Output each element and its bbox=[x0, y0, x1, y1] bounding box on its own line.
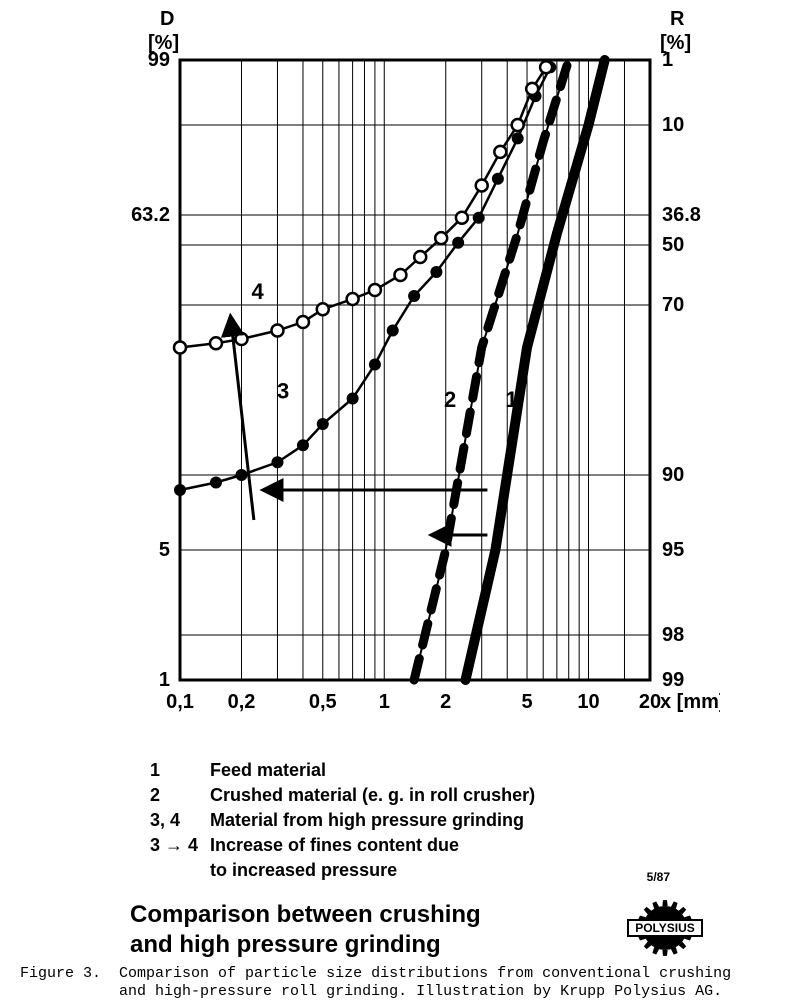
svg-text:x [mm]: x [mm] bbox=[660, 691, 720, 713]
chart-svg: 0,10,20,51251020x [mm]9963.25111036.8507… bbox=[110, 20, 720, 750]
svg-text:98: 98 bbox=[662, 624, 684, 646]
legend-text: Crushed material (e. g. in roll crusher) bbox=[210, 785, 535, 806]
svg-text:99: 99 bbox=[148, 49, 170, 71]
svg-text:10: 10 bbox=[577, 691, 599, 713]
legend-num: 3, 4 bbox=[150, 810, 210, 831]
svg-text:0,1: 0,1 bbox=[166, 691, 194, 713]
svg-text:3: 3 bbox=[277, 379, 289, 404]
legend-num: 1 bbox=[150, 760, 210, 781]
figure-title: Comparison between crushing and high pre… bbox=[130, 900, 481, 960]
caption-line2: and high-pressure roll grinding. Illustr… bbox=[119, 983, 722, 1000]
legend-num: 3 → 4 bbox=[150, 835, 210, 856]
svg-text:5: 5 bbox=[159, 539, 170, 561]
title-line1: Comparison between crushing bbox=[130, 900, 481, 930]
legend-text: Feed material bbox=[210, 760, 326, 781]
svg-text:1: 1 bbox=[159, 669, 170, 691]
svg-text:63.2: 63.2 bbox=[131, 204, 170, 226]
polysius-logo: POLYSIUS bbox=[620, 900, 710, 956]
logo-text: POLYSIUS bbox=[635, 921, 695, 935]
svg-text:1: 1 bbox=[505, 387, 517, 412]
svg-text:90: 90 bbox=[662, 464, 684, 486]
legend-text: to increased pressure bbox=[210, 860, 397, 881]
svg-text:1: 1 bbox=[379, 691, 390, 713]
svg-text:5: 5 bbox=[521, 691, 532, 713]
date-mark: 5/87 bbox=[647, 870, 670, 884]
svg-text:1: 1 bbox=[662, 49, 673, 71]
svg-text:2: 2 bbox=[440, 691, 451, 713]
legend-text: Material from high pressure grinding bbox=[210, 810, 524, 831]
svg-text:36.8: 36.8 bbox=[662, 204, 701, 226]
chart-container: 0,10,20,51251020x [mm]9963.25111036.8507… bbox=[110, 20, 720, 750]
svg-text:0,5: 0,5 bbox=[309, 691, 337, 713]
svg-text:99: 99 bbox=[662, 669, 684, 691]
legend-num: 2 bbox=[150, 785, 210, 806]
caption-line1: Comparison of particle size distribution… bbox=[119, 965, 731, 982]
caption-label: Figure 3. bbox=[20, 965, 101, 982]
svg-text:4: 4 bbox=[252, 279, 265, 304]
svg-text:95: 95 bbox=[662, 539, 684, 561]
svg-text:50: 50 bbox=[662, 234, 684, 256]
legend-text: Increase of fines content due bbox=[210, 835, 459, 856]
figure-caption: Figure 3. Comparison of particle size di… bbox=[20, 965, 790, 1001]
svg-text:2: 2 bbox=[444, 387, 456, 412]
svg-text:20: 20 bbox=[639, 691, 661, 713]
svg-text:10: 10 bbox=[662, 114, 684, 136]
svg-text:70: 70 bbox=[662, 294, 684, 316]
legend-block: 1Feed material 2Crushed material (e. g. … bbox=[150, 760, 690, 885]
title-line2: and high pressure grinding bbox=[130, 930, 481, 960]
svg-text:0,2: 0,2 bbox=[228, 691, 256, 713]
gear-icon: POLYSIUS bbox=[628, 900, 702, 956]
